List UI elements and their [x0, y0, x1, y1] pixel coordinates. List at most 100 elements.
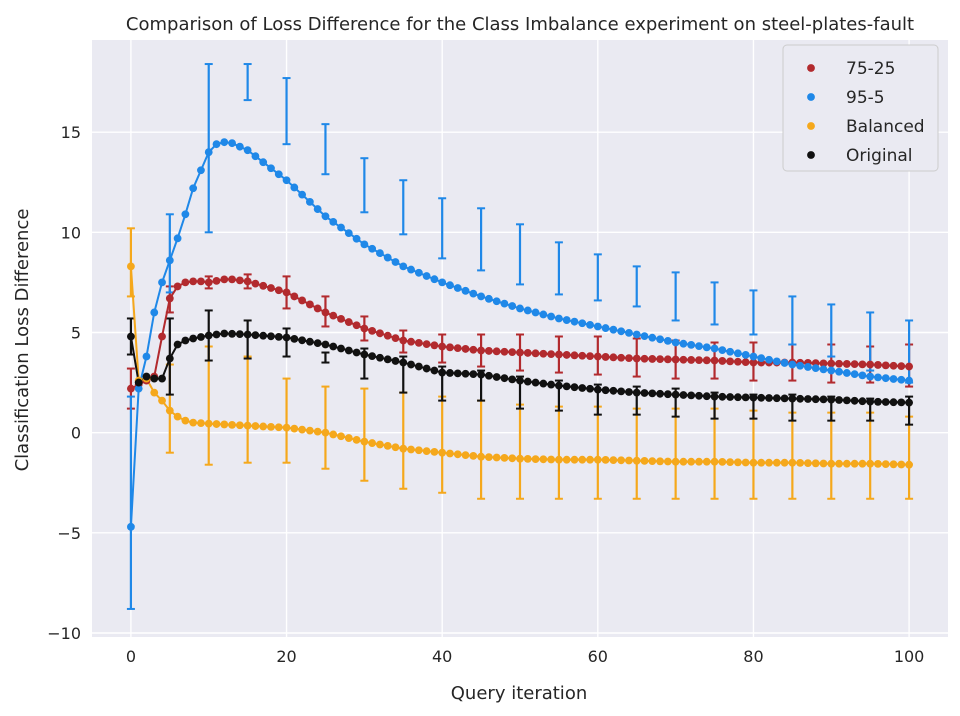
point-original — [757, 393, 766, 402]
point-original — [259, 331, 268, 340]
point-95-5 — [788, 360, 797, 369]
point-95-5 — [726, 347, 735, 356]
point-original — [570, 383, 579, 392]
point-original — [391, 357, 400, 365]
point-original — [189, 334, 198, 343]
legend-item-original: Original — [807, 146, 913, 166]
point-balanced — [617, 456, 626, 465]
point-75-25 — [259, 281, 268, 290]
point-75-25 — [866, 360, 875, 369]
point-95-5 — [695, 342, 703, 351]
point-95-5 — [313, 205, 322, 213]
point-75-25 — [165, 294, 174, 303]
point-balanced — [842, 459, 851, 468]
point-balanced — [150, 388, 159, 397]
point-75-25 — [189, 277, 198, 286]
point-original — [150, 374, 159, 383]
errorbar-balanced — [321, 385, 330, 470]
point-balanced — [321, 428, 330, 437]
point-balanced — [516, 454, 524, 463]
point-balanced — [197, 419, 205, 428]
point-75-25 — [578, 351, 587, 360]
point-balanced — [492, 453, 501, 462]
point-95-5 — [772, 357, 781, 366]
point-75-25 — [905, 362, 913, 371]
point-original — [422, 364, 431, 373]
legend-marker — [807, 151, 815, 159]
point-95-5 — [835, 367, 843, 376]
point-95-5 — [461, 286, 470, 295]
legend-label: 95-5 — [846, 88, 885, 108]
point-75-25 — [726, 357, 735, 366]
point-balanced — [329, 430, 338, 439]
point-95-5 — [430, 275, 439, 284]
point-75-25 — [391, 334, 400, 342]
point-95-5 — [562, 316, 571, 324]
point-95-5 — [259, 158, 268, 167]
point-75-25 — [453, 344, 462, 353]
point-95-5 — [484, 294, 493, 303]
point-original — [407, 360, 415, 369]
point-original — [897, 398, 906, 407]
point-original — [695, 391, 703, 400]
point-balanced — [430, 447, 439, 456]
point-95-5 — [158, 278, 166, 287]
point-95-5 — [204, 148, 213, 157]
point-75-25 — [648, 355, 657, 363]
point-95-5 — [290, 183, 299, 192]
point-original — [539, 379, 548, 388]
point-original — [562, 382, 571, 391]
point-original — [780, 394, 789, 403]
point-original — [492, 373, 501, 381]
point-original — [858, 397, 867, 406]
point-75-25 — [173, 282, 182, 291]
point-original — [593, 385, 602, 394]
y-tick-label: 5 — [71, 323, 81, 342]
point-original — [726, 393, 735, 401]
point-75-25 — [158, 332, 166, 341]
point-95-5 — [842, 369, 851, 377]
legend-label: Original — [846, 146, 913, 166]
errorbar-95-5 — [632, 265, 641, 308]
point-95-5 — [749, 352, 758, 361]
point-original — [617, 387, 626, 396]
point-original — [438, 368, 447, 377]
x-tick-label: 80 — [743, 647, 763, 666]
errorbar-95-5 — [282, 77, 291, 146]
point-75-25 — [640, 354, 649, 363]
point-balanced — [290, 424, 299, 433]
point-95-5 — [531, 308, 540, 317]
point-balanced — [484, 453, 493, 461]
errorbar-balanced — [360, 387, 369, 482]
point-balanced — [539, 455, 548, 464]
point-75-25 — [181, 278, 190, 287]
point-balanced — [407, 445, 415, 454]
errorbar-95-5 — [554, 241, 563, 296]
point-balanced — [695, 457, 703, 466]
point-95-5 — [578, 319, 587, 328]
point-balanced — [586, 455, 594, 464]
point-75-25 — [469, 345, 478, 354]
point-original — [158, 374, 166, 383]
point-95-5 — [625, 328, 633, 337]
point-75-25 — [484, 347, 493, 355]
point-95-5 — [127, 522, 135, 531]
errorbar-95-5 — [360, 157, 369, 214]
point-balanced — [376, 440, 384, 449]
point-balanced — [570, 455, 579, 464]
x-tick-label: 100 — [894, 647, 925, 666]
point-original — [414, 362, 423, 371]
point-75-25 — [617, 353, 626, 362]
point-balanced — [477, 452, 485, 461]
point-95-5 — [228, 139, 236, 148]
point-95-5 — [780, 359, 789, 367]
point-original — [749, 393, 758, 402]
point-95-5 — [733, 349, 742, 358]
errorbar-95-5 — [788, 295, 797, 346]
point-balanced — [438, 448, 447, 457]
point-original — [508, 375, 517, 384]
point-balanced — [337, 432, 345, 441]
point-balanced — [368, 439, 377, 447]
point-balanced — [158, 396, 166, 405]
